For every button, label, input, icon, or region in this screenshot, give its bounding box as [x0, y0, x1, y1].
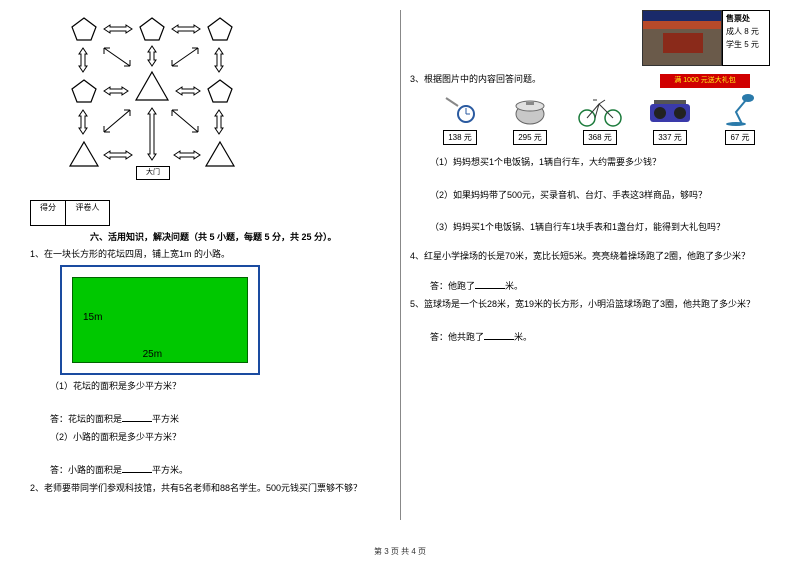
triangle-icon	[68, 140, 100, 168]
q1-ans1: 答：花坛的面积是 平方米	[50, 412, 390, 426]
bike-icon	[575, 92, 625, 128]
arrow-icon	[170, 24, 202, 34]
ans-suffix: 米。	[505, 281, 523, 291]
arrow-icon	[168, 44, 202, 70]
product-radio: 337 元	[640, 92, 700, 145]
pentagon-icon	[206, 78, 234, 104]
triangle-icon	[204, 140, 236, 168]
flowerbed-figure: 15m 25m	[60, 265, 260, 375]
building-photo	[642, 10, 722, 66]
arrow-icon	[214, 108, 224, 136]
arrow-icon	[168, 106, 202, 136]
page-footer: 第 3 页 共 4 页	[0, 546, 800, 557]
q5-ans: 答：他共跑了 米。	[430, 330, 770, 344]
ans-suffix: 平方米。	[152, 465, 188, 475]
section-title: 六、活用知识，解决问题（共 5 小题，每题 5 分，共 25 分）。	[90, 230, 390, 243]
ans-prefix: 答：他共跑了	[430, 332, 484, 342]
product-bike: 368 元	[570, 92, 630, 145]
q3-2: （2）如果妈妈带了500元，买录音机、台灯、手表这3样商品，够吗？	[430, 188, 770, 202]
arrow-icon	[100, 44, 134, 70]
height-label: 15m	[83, 312, 102, 323]
product-watch: 138 元	[430, 92, 490, 145]
arrow-icon	[172, 150, 202, 160]
ticket-adult: 成人 8 元	[726, 26, 766, 39]
flowerbed-rect: 15m 25m	[72, 277, 248, 363]
q3-3: （3）妈妈买1个电饭锅、1辆自行车1块手表和1盏台灯，能得到大礼包吗？	[430, 220, 770, 234]
arrow-icon	[102, 86, 130, 96]
q1-stem: 1、在一块长方形的花坛四周，铺上宽1m 的小路。	[30, 247, 390, 261]
width-label: 25m	[143, 349, 162, 360]
price-label: 368 元	[583, 130, 617, 145]
q2: 2、老师要带同学们参观科技馆，共有5名老师和88名学生。500元钱买门票够不够？	[30, 481, 390, 495]
score-cell: 评卷人	[66, 200, 110, 226]
product-cooker: 295 元	[500, 92, 560, 145]
left-column: 大门	[30, 10, 400, 530]
arrow-icon	[102, 24, 134, 34]
score-cell: 得分	[30, 200, 66, 226]
promo-banner: 满 1000 元送大礼包	[660, 74, 750, 88]
q1-sub1: （1）花坛的面积是多少平方米？	[50, 379, 390, 393]
q3-1: （1）妈妈想买1个电饭锅，1辆自行车，大约需要多少钱？	[430, 155, 770, 169]
ticket-title: 售票处	[726, 13, 766, 26]
arrow-icon	[174, 86, 202, 96]
score-box: 得分 评卷人	[30, 200, 390, 226]
door-box: 大门	[136, 166, 170, 180]
q1-sub2: （2）小路的面积是多少平方米？	[50, 430, 390, 444]
blank-line	[122, 412, 152, 422]
price-label: 138 元	[443, 130, 477, 145]
ans-prefix: 答：他跑了	[430, 281, 475, 291]
arrow-icon	[78, 46, 88, 74]
arrow-icon	[78, 108, 88, 136]
shapes-diagram: 大门	[60, 10, 250, 190]
arrow-icon	[214, 46, 224, 74]
ans-prefix: 答：花坛的面积是	[50, 414, 122, 424]
page: 大门	[0, 0, 800, 530]
ticket-figure: 售票处 成人 8 元 学生 5 元	[410, 10, 770, 66]
ticket-student: 学生 5 元	[726, 39, 766, 52]
q5: 5、篮球场是一个长28米，宽19米的长方形，小明沿篮球场跑了3圈，他共跑了多少米…	[410, 297, 770, 311]
arrow-icon	[100, 106, 134, 136]
blank-line	[475, 279, 505, 289]
watch-icon	[440, 92, 480, 128]
price-label: 67 元	[725, 130, 754, 145]
cooker-icon	[510, 92, 550, 128]
ans-suffix: 平方米	[152, 414, 179, 424]
pentagon-icon	[70, 16, 98, 42]
product-lamp: 67 元	[710, 92, 770, 145]
blank-line	[122, 463, 152, 473]
pentagon-icon	[70, 78, 98, 104]
q4: 4、红星小学操场的长是70米，宽比长短5米。亮亮绕着操场跑了2圈，他跑了多少米？	[410, 249, 770, 263]
arrow-icon	[147, 44, 157, 68]
right-column: 售票处 成人 8 元 学生 5 元 3、根据图片中的内容回答问题。 满 1000…	[400, 10, 770, 530]
q1-ans2: 答：小路的面积是 平方米。	[50, 463, 390, 477]
blank-line	[484, 330, 514, 340]
triangle-icon	[134, 70, 170, 102]
pentagon-icon	[138, 16, 166, 42]
product-row: 满 1000 元送大礼包 138 元 295 元 368 元	[430, 92, 770, 145]
arrow-icon	[147, 106, 157, 162]
lamp-icon	[720, 92, 760, 128]
price-label: 337 元	[653, 130, 687, 145]
pentagon-icon	[206, 16, 234, 42]
ans-suffix: 米。	[514, 332, 532, 342]
price-label: 295 元	[513, 130, 547, 145]
q4-ans: 答：他跑了 米。	[430, 279, 770, 293]
radio-icon	[646, 92, 694, 128]
sign-strip	[643, 21, 721, 29]
ticket-price-box: 售票处 成人 8 元 学生 5 元	[722, 10, 770, 66]
arrow-icon	[102, 150, 134, 160]
ans-prefix: 答：小路的面积是	[50, 465, 122, 475]
